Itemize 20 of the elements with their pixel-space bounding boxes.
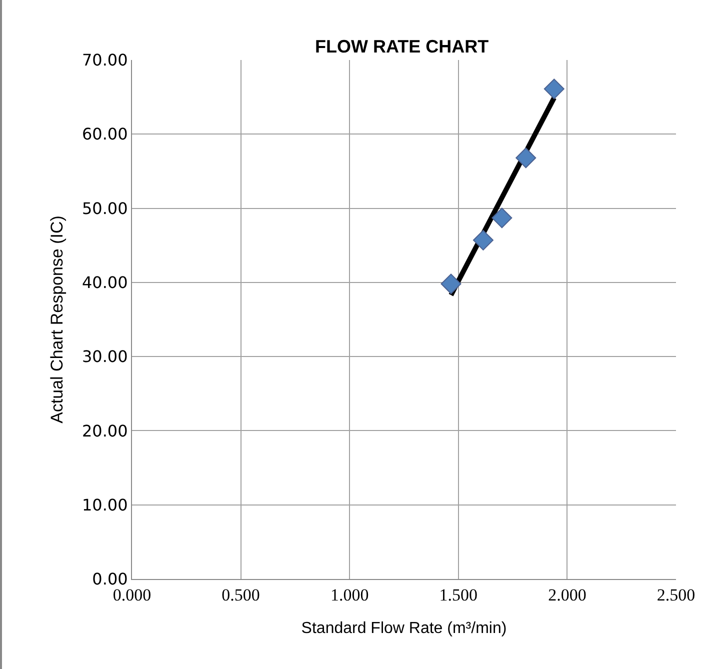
- x-tick-label: 0.500: [222, 585, 260, 604]
- y-tick-label: 10.00: [82, 495, 128, 514]
- chart-title: FLOW RATE CHART: [315, 36, 489, 57]
- x-tick-label: 1.000: [330, 585, 369, 604]
- x-tick-label: 2.000: [548, 585, 586, 604]
- y-tick-label: 60.00: [82, 124, 128, 144]
- point: [472, 230, 494, 250]
- point: [516, 148, 536, 168]
- y-tick-label: 30.00: [82, 347, 128, 366]
- x-tick-label: 1.500: [439, 585, 478, 604]
- point: [544, 78, 564, 100]
- y-axis-title: Actual Chart Response (IC): [48, 216, 67, 424]
- x-tick-label: 2.500: [656, 585, 696, 604]
- y-tick-label: 40.00: [82, 273, 128, 292]
- y-tick-label: 50.00: [82, 198, 128, 218]
- point: [492, 208, 512, 228]
- y-tick-label: 20.00: [82, 421, 128, 440]
- point: [440, 274, 462, 294]
- x-axis-title: Standard Flow Rate (m³/min): [301, 620, 507, 638]
- y-tick-label: 70.00: [82, 50, 128, 70]
